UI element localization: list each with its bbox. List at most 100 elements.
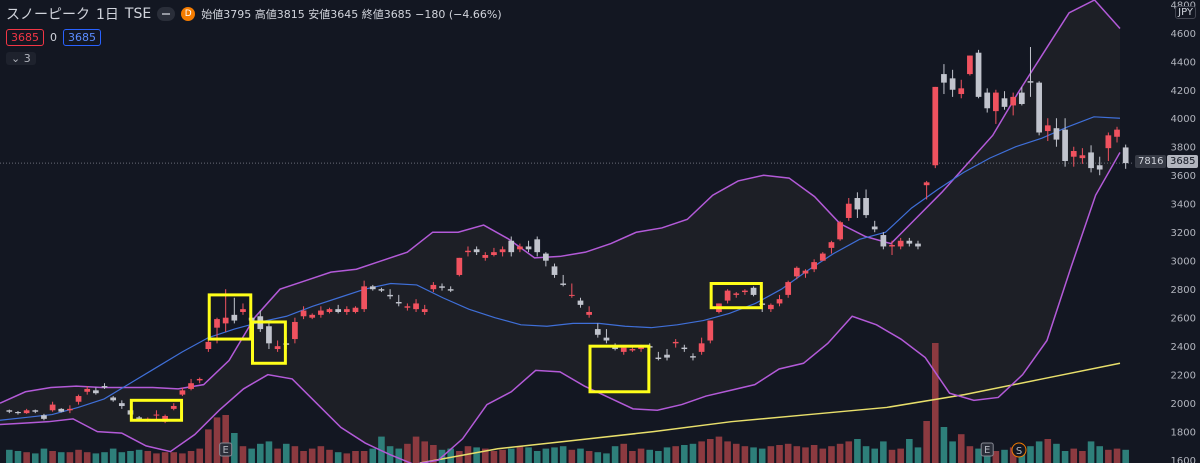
volume-bar bbox=[317, 446, 325, 463]
candle-body bbox=[447, 289, 454, 291]
candle-body bbox=[1036, 82, 1042, 133]
chart-legend: スノーピーク 1日 TSE D 始値3795 高値3815 安値3645 終値3… bbox=[6, 4, 502, 24]
volume-bar bbox=[231, 433, 238, 463]
candle-body bbox=[196, 378, 203, 381]
candle-body bbox=[352, 307, 359, 312]
candle-body bbox=[318, 310, 324, 315]
volume-bar bbox=[23, 452, 30, 463]
candle-body bbox=[153, 414, 160, 416]
candle-body bbox=[1044, 125, 1051, 132]
volume-bar bbox=[672, 446, 679, 463]
indicators-toggle-button[interactable]: ⌄ 3 bbox=[6, 52, 36, 65]
candle-body bbox=[499, 249, 506, 253]
volume-bar bbox=[741, 446, 749, 463]
volume-bar bbox=[750, 447, 757, 463]
earnings-marker bbox=[219, 442, 233, 457]
candle-body bbox=[456, 257, 463, 275]
volume-bar bbox=[404, 443, 411, 463]
candle-body bbox=[681, 347, 688, 350]
volume-bar bbox=[421, 441, 428, 463]
earnings-marker bbox=[980, 442, 994, 457]
volume-bar bbox=[222, 415, 229, 463]
highlight-box bbox=[129, 398, 184, 422]
candle-body bbox=[1001, 98, 1008, 107]
volume-bar bbox=[949, 441, 956, 463]
candle-body bbox=[84, 388, 91, 392]
volume-bar bbox=[516, 446, 524, 463]
candle-body bbox=[1018, 92, 1025, 104]
candle-body bbox=[958, 88, 965, 95]
volume-bar bbox=[932, 343, 939, 463]
current-price-tag: 3685 bbox=[1167, 155, 1199, 168]
exchange-label: TSE bbox=[124, 6, 152, 22]
volume-bar bbox=[239, 446, 247, 463]
volume-bar bbox=[395, 448, 403, 463]
candle-body bbox=[274, 346, 281, 350]
volume-bar bbox=[767, 446, 775, 463]
candle-body bbox=[949, 78, 956, 90]
candle-body bbox=[421, 309, 428, 312]
candle-body bbox=[49, 404, 56, 411]
interval-label[interactable]: 1日 bbox=[96, 7, 119, 23]
indicators-count: 3 bbox=[23, 52, 31, 65]
volume-bar bbox=[378, 436, 385, 463]
volume-bar bbox=[92, 453, 100, 463]
volume-bar bbox=[352, 451, 359, 463]
volume-bar bbox=[1087, 441, 1095, 463]
candle-body bbox=[828, 242, 835, 248]
volume-bar bbox=[698, 441, 705, 463]
candle-body bbox=[93, 390, 99, 394]
volume-bar bbox=[447, 448, 454, 463]
split-marker bbox=[1011, 442, 1027, 458]
candle-body bbox=[292, 321, 298, 340]
market-status-icon[interactable] bbox=[157, 7, 176, 21]
candle-body bbox=[179, 390, 186, 395]
volume-bar bbox=[784, 443, 792, 463]
volume-bar bbox=[655, 451, 662, 463]
candle-body bbox=[534, 239, 541, 253]
volume-bar bbox=[1027, 446, 1034, 463]
volume-bar bbox=[1061, 451, 1069, 463]
volume-bar bbox=[14, 451, 22, 463]
candle-body bbox=[906, 240, 913, 244]
price-axis-tick: 1600 bbox=[1171, 456, 1196, 463]
volume-bar bbox=[49, 451, 56, 463]
volume-bar bbox=[585, 451, 593, 463]
volume-bar bbox=[629, 451, 636, 463]
volume-bar bbox=[127, 451, 134, 463]
volume-bar bbox=[109, 448, 117, 463]
volume-bar bbox=[1113, 448, 1121, 463]
volume-bar bbox=[326, 449, 333, 463]
volume-bar bbox=[6, 449, 13, 463]
volume-bar bbox=[559, 446, 567, 463]
buy-price-button[interactable]: 3685 bbox=[63, 29, 101, 46]
bollinger-lower-line bbox=[0, 152, 1121, 463]
candle-body bbox=[343, 309, 350, 312]
candle-body bbox=[690, 356, 696, 358]
trade-buttons: 3685 0 3685 bbox=[6, 29, 101, 46]
volume-bar bbox=[490, 451, 498, 463]
candle-body bbox=[240, 309, 246, 312]
symbol-name[interactable]: スノーピーク bbox=[6, 7, 90, 23]
candle-body bbox=[750, 287, 757, 295]
price-axis-tick: 1800 bbox=[1171, 428, 1196, 439]
candle-body bbox=[482, 255, 489, 258]
volume-bar bbox=[1122, 449, 1129, 463]
volume-bar bbox=[776, 445, 783, 463]
candle-body bbox=[811, 262, 817, 270]
candle-body bbox=[993, 92, 999, 112]
sell-price-button[interactable]: 3685 bbox=[6, 29, 44, 46]
volume-bar bbox=[473, 447, 480, 463]
delayed-data-badge[interactable]: D bbox=[181, 7, 196, 21]
candle-body bbox=[300, 310, 307, 317]
volume-bar bbox=[689, 443, 697, 463]
currency-selector[interactable]: JPY bbox=[1175, 6, 1196, 19]
candle-body bbox=[724, 290, 731, 301]
candle-body bbox=[854, 198, 861, 210]
volume-bar bbox=[836, 443, 844, 463]
volume-bar bbox=[707, 439, 714, 463]
candle-body bbox=[32, 410, 39, 412]
volume-bar bbox=[66, 452, 74, 463]
